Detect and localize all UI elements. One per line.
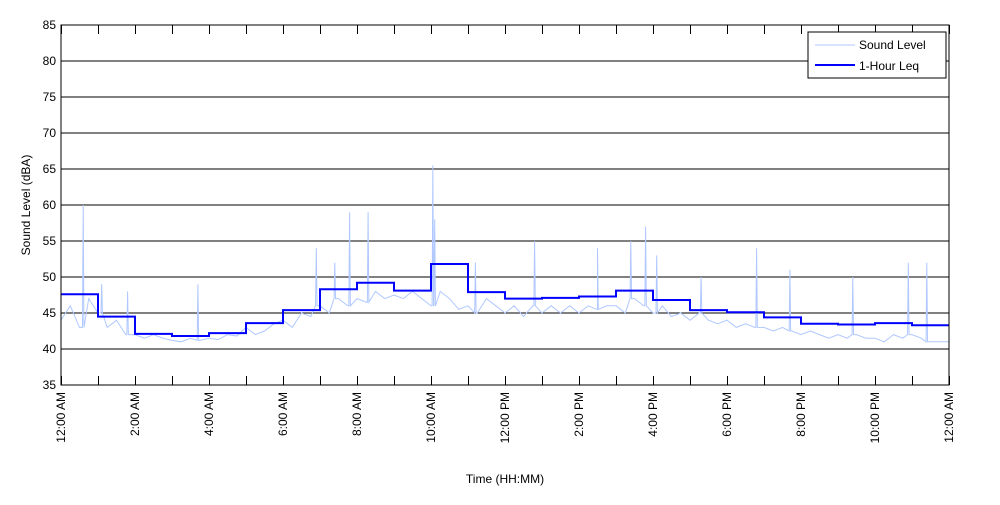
x-tick-label: 4:00 PM (646, 392, 660, 437)
x-axis-label: Time (HH:MM) (466, 472, 544, 486)
y-tick-label: 45 (43, 306, 57, 320)
legend-label-sound-level: Sound Level (859, 38, 926, 52)
y-tick-label: 75 (43, 90, 57, 104)
x-tick-label: 2:00 AM (128, 392, 142, 436)
x-tick-label: 12:00 PM (498, 392, 512, 443)
x-tick-label: 6:00 PM (720, 392, 734, 437)
x-tick-label: 10:00 AM (424, 392, 438, 443)
series-layer (60, 165, 949, 343)
x-tick-label: 6:00 AM (276, 392, 290, 436)
y-tick-label: 40 (43, 342, 57, 356)
ticks: 35 40 45 50 55 60 65 70 75 80 85 12:00 AM 2:00 AM 4:0… (43, 18, 956, 443)
x-tick-label: 8:00 PM (794, 392, 808, 437)
legend-label-leq: 1-Hour Leq (859, 59, 919, 73)
x-tick-label: 2:00 PM (572, 392, 586, 437)
y-tick-label: 55 (43, 234, 57, 248)
y-tick-label: 85 (43, 18, 57, 32)
sound-level-line (60, 165, 949, 343)
x-tick-label: 8:00 AM (350, 392, 364, 436)
x-tick-label: 12:00 AM (942, 392, 956, 443)
gridlines (61, 24, 949, 386)
legend: Sound Level 1-Hour Leq (807, 31, 947, 79)
y-tick-label: 60 (43, 198, 57, 212)
x-tick-label: 10:00 PM (868, 392, 882, 443)
x-tick-label: 4:00 AM (202, 392, 216, 436)
y-tick-label: 35 (43, 378, 57, 392)
y-axis-label: Sound Level (dBA) (19, 155, 33, 256)
y-tick-label: 70 (43, 126, 57, 140)
y-tick-label: 50 (43, 270, 57, 284)
leq-step-line (61, 263, 949, 338)
y-tick-label: 80 (43, 54, 57, 68)
x-tick-label: 12:00 AM (54, 392, 68, 443)
y-tick-label: 65 (43, 162, 57, 176)
